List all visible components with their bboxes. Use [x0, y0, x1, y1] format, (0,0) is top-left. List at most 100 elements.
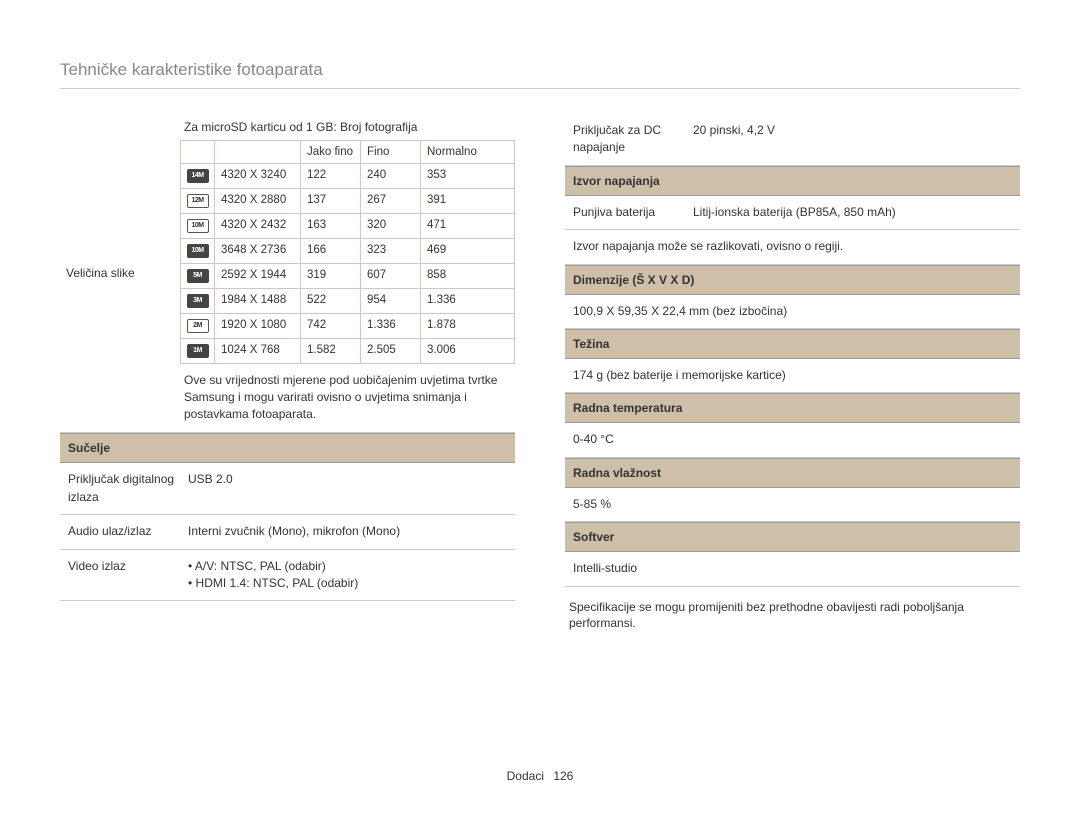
humidity-val: 5-85 %: [565, 488, 1020, 522]
table-row: 3M1984 X 14885229541.336: [181, 289, 514, 314]
battery-key: Punjiva baterija: [573, 204, 693, 221]
count-normal: 1.878: [421, 314, 481, 338]
count-superfine: 163: [301, 214, 361, 238]
resolution-icon: 10M: [181, 239, 215, 263]
count-superfine: 742: [301, 314, 361, 338]
video-val-1: A/V: NTSC, PAL (odabir): [188, 558, 507, 575]
header-fine: Fino: [361, 141, 421, 163]
page-content: Tehničke karakteristike fotoaparata Veli…: [0, 0, 1080, 632]
table-row: 2M1920 X 10807421.3361.878: [181, 314, 514, 339]
count-normal: 469: [421, 239, 481, 263]
resolution-icon: 5M: [181, 264, 215, 288]
header-blank-icon: [181, 141, 215, 163]
inner-header-row: Jako fino Fino Normalno: [181, 141, 514, 164]
weight-val: 174 g (bez baterije i memorijske kartice…: [565, 359, 1020, 393]
count-superfine: 166: [301, 239, 361, 263]
resolution-value: 3648 X 2736: [215, 239, 301, 263]
count-fine: 954: [361, 289, 421, 313]
video-key: Video izlaz: [68, 558, 188, 593]
video-val: A/V: NTSC, PAL (odabir) HDMI 1.4: NTSC, …: [188, 558, 507, 593]
table-row: 14M4320 X 3240122240353: [181, 164, 514, 189]
section-software: Softver: [565, 522, 1020, 552]
dc-key: Priključak za DC napajanje: [573, 122, 693, 157]
dimensions-val: 100,9 X 59,35 X 22,4 mm (bez izbočina): [565, 295, 1020, 329]
page-title: Tehničke karakteristike fotoaparata: [60, 60, 1020, 80]
digital-out-val: USB 2.0: [188, 471, 507, 506]
header-normal: Normalno: [421, 141, 481, 163]
image-size-label: Veličina slike: [60, 114, 180, 432]
resolution-value: 1024 X 768: [215, 339, 301, 363]
table-row: 12M4320 X 2880137267391: [181, 189, 514, 214]
resolution-icon: 14M: [181, 164, 215, 188]
audio-val: Interni zvučnik (Mono), mikrofon (Mono): [188, 523, 507, 540]
resolution-table: Jako fino Fino Normalno 14M4320 X 324012…: [180, 140, 515, 364]
header-blank-res: [215, 141, 301, 163]
count-fine: 240: [361, 164, 421, 188]
count-superfine: 122: [301, 164, 361, 188]
image-size-body: Za microSD karticu od 1 GB: Broj fotogra…: [180, 114, 515, 432]
section-dimensions: Dimenzije (Š X V X D): [565, 265, 1020, 295]
footer-page-number: 126: [553, 769, 573, 783]
count-fine: 320: [361, 214, 421, 238]
digital-out-key: Priključak digitalnog izlaza: [68, 471, 188, 506]
section-humidity: Radna vlažnost: [565, 458, 1020, 488]
count-normal: 353: [421, 164, 481, 188]
page-footer: Dodaci 126: [0, 769, 1080, 783]
temperature-val: 0-40 °C: [565, 423, 1020, 457]
resolution-icon: 12M: [181, 189, 215, 213]
count-fine: 323: [361, 239, 421, 263]
resolution-value: 1984 X 1488: [215, 289, 301, 313]
table-row: 5M2592 X 1944319607858: [181, 264, 514, 289]
header-superfine: Jako fino: [301, 141, 361, 163]
title-underline: [60, 88, 1020, 89]
resolution-icon: 3M: [181, 289, 215, 313]
resolution-value: 1920 X 1080: [215, 314, 301, 338]
row-dc: Priključak za DC napajanje 20 pinski, 4,…: [565, 114, 1020, 166]
resolution-icon: 10M: [181, 214, 215, 238]
footer-label: Dodaci: [507, 769, 544, 783]
inner-footnote: Ove su vrijednosti mjerene pod uobičajen…: [180, 364, 515, 432]
software-val: Intelli-studio: [565, 552, 1020, 586]
resolution-value: 4320 X 3240: [215, 164, 301, 188]
section-power: Izvor napajanja: [565, 166, 1020, 196]
right-column: Priključak za DC napajanje 20 pinski, 4,…: [565, 114, 1020, 632]
video-val-2: HDMI 1.4: NTSC, PAL (odabir): [188, 575, 507, 592]
table-row: 1M1024 X 7681.5822.5053.006: [181, 339, 514, 364]
dc-val: 20 pinski, 4,2 V: [693, 122, 1012, 157]
count-fine: 2.505: [361, 339, 421, 363]
count-fine: 267: [361, 189, 421, 213]
bottom-note: Specifikacije se mogu promijeniti bez pr…: [565, 587, 1020, 633]
left-column: Veličina slike Za microSD karticu od 1 G…: [60, 114, 515, 632]
count-normal: 858: [421, 264, 481, 288]
table-row: 10M4320 X 2432163320471: [181, 214, 514, 239]
count-superfine: 137: [301, 189, 361, 213]
count-fine: 607: [361, 264, 421, 288]
count-normal: 1.336: [421, 289, 481, 313]
power-note: Izvor napajanja može se razlikovati, ovi…: [565, 230, 1020, 264]
audio-key: Audio ulaz/izlaz: [68, 523, 188, 540]
resolution-icon: 1M: [181, 339, 215, 363]
inner-caption: Za microSD karticu od 1 GB: Broj fotogra…: [180, 114, 515, 140]
count-normal: 391: [421, 189, 481, 213]
resolution-value: 2592 X 1944: [215, 264, 301, 288]
two-column-layout: Veličina slike Za microSD karticu od 1 G…: [60, 114, 1020, 632]
section-interface: Sučelje: [60, 433, 515, 463]
count-superfine: 319: [301, 264, 361, 288]
row-battery: Punjiva baterija Litij-ionska baterija (…: [565, 196, 1020, 230]
section-temperature: Radna temperatura: [565, 393, 1020, 423]
row-digital-out: Priključak digitalnog izlaza USB 2.0: [60, 463, 515, 515]
battery-val: Litij-ionska baterija (BP85A, 850 mAh): [693, 204, 1012, 221]
section-weight: Težina: [565, 329, 1020, 359]
resolution-value: 4320 X 2880: [215, 189, 301, 213]
count-normal: 471: [421, 214, 481, 238]
table-row: 10M3648 X 2736166323469: [181, 239, 514, 264]
count-fine: 1.336: [361, 314, 421, 338]
image-size-block: Veličina slike Za microSD karticu od 1 G…: [60, 114, 515, 433]
row-audio: Audio ulaz/izlaz Interni zvučnik (Mono),…: [60, 515, 515, 549]
count-superfine: 1.582: [301, 339, 361, 363]
count-superfine: 522: [301, 289, 361, 313]
resolution-icon: 2M: [181, 314, 215, 338]
count-normal: 3.006: [421, 339, 481, 363]
resolution-value: 4320 X 2432: [215, 214, 301, 238]
row-video: Video izlaz A/V: NTSC, PAL (odabir) HDMI…: [60, 550, 515, 602]
